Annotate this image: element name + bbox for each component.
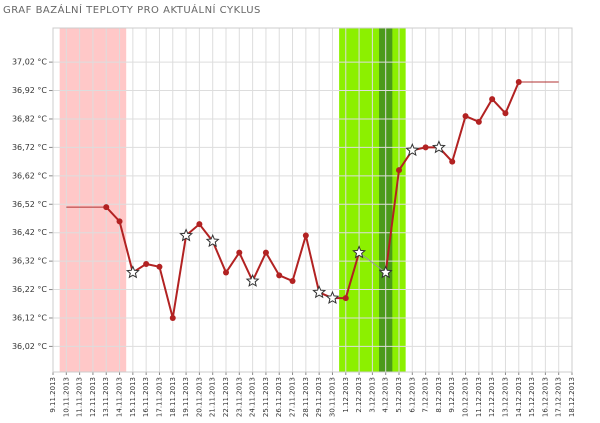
dot-point [276,272,283,279]
dot-point [236,249,243,256]
dot-point [116,218,123,225]
x-tick-label: 25.11.2013 [262,377,270,417]
x-tick-label: 30.11.2013 [328,377,336,417]
x-tick-label: 11.11.2013 [76,377,84,417]
y-tick-label: 36,52 °C [12,200,47,209]
star-point [405,142,420,157]
dot-point [223,269,229,276]
x-tick-label: 24.11.2013 [249,377,257,417]
x-tick-label: 14.12.2013 [515,377,523,417]
x-tick-label: 15.12.2013 [528,377,536,417]
y-tick-label: 37,02 °C [12,58,47,67]
x-tick-label: 27.11.2013 [289,377,297,417]
dot-point [103,204,110,211]
x-tick-label: 11.12.2013 [475,377,483,417]
y-tick-label: 36,82 °C [12,114,47,123]
star-point [179,228,194,242]
star-point [378,265,393,279]
dot-point [169,314,176,321]
dot-point [143,260,150,267]
x-tick-label: 10.12.2013 [462,377,470,417]
x-tick-label: 28.11.2013 [302,377,310,417]
dot-point [262,249,269,256]
dot-point [515,79,522,86]
star-point [325,290,340,304]
dot-point [196,221,203,228]
y-tick-label: 36,42 °C [12,228,47,237]
star-point [312,285,327,299]
gap-line [358,252,386,273]
x-tick-label: 18.12.2013 [568,377,576,417]
x-tick-label: 9.12.2013 [448,377,456,413]
y-tick-label: 36,72 °C [12,143,47,152]
x-tick-label: 4.12.2013 [382,377,390,413]
x-tick-label: 21.11.2013 [209,377,217,417]
dot-point [475,118,482,125]
x-tick-label: 2.12.2013 [355,377,363,413]
star-point [205,233,220,248]
x-tick-label: 15.11.2013 [129,377,137,417]
dot-point [342,295,349,302]
y-tick-label: 36,32 °C [12,257,47,266]
x-tick-label: 9.11.2013 [49,377,57,413]
x-tick-label: 10.11.2013 [62,377,70,417]
x-tick-label: 13.11.2013 [102,377,110,417]
star-point [245,273,260,287]
y-tick-label: 36,62 °C [12,171,47,180]
x-tick-label: 14.11.2013 [116,377,124,417]
y-tick-label: 36,92 °C [12,86,47,95]
x-tick-label: 26.11.2013 [275,377,283,417]
star-point [352,245,367,259]
x-tick-label: 23.11.2013 [235,377,243,417]
x-tick-label: 17.12.2013 [555,377,563,417]
x-tick-label: 7.12.2013 [422,377,430,413]
dot-point [396,167,402,174]
x-tick-label: 20.11.2013 [195,377,203,417]
dot-point [489,96,496,103]
x-tick-label: 17.11.2013 [155,377,163,417]
x-tick-label: 13.12.2013 [501,377,509,417]
star-point [431,140,446,154]
x-tick-label: 3.12.2013 [368,377,376,413]
x-tick-label: 5.12.2013 [395,377,403,413]
x-tick-label: 12.12.2013 [488,377,496,417]
x-tick-label: 19.11.2013 [182,377,190,417]
x-tick-label: 22.11.2013 [222,377,230,417]
x-tick-label: 6.12.2013 [408,377,416,413]
x-tick-label: 1.12.2013 [342,377,350,413]
dot-point [462,113,469,120]
dot-point [302,232,309,239]
dot-point [422,144,429,151]
y-tick-label: 36,22 °C [12,285,47,294]
x-tick-label: 16.11.2013 [142,377,150,417]
x-tick-label: 16.12.2013 [541,377,549,417]
x-tick-label: 12.11.2013 [89,377,97,417]
dot-point [502,110,509,117]
y-tick-label: 36,12 °C [12,313,47,322]
plot-border [52,27,573,373]
x-tick-label: 8.12.2013 [435,377,443,413]
y-tick-label: 36,02 °C [12,342,47,351]
dot-point [156,263,163,270]
dot-point [449,158,456,165]
chart-title: GRAF BAZÁLNÍ TEPLOTY PRO AKTUÁLNÍ CYKLUS [3,3,261,16]
dot-point [289,278,296,285]
star-point [125,265,140,279]
x-tick-label: 29.11.2013 [315,377,323,417]
x-tick-label: 18.11.2013 [169,377,177,417]
